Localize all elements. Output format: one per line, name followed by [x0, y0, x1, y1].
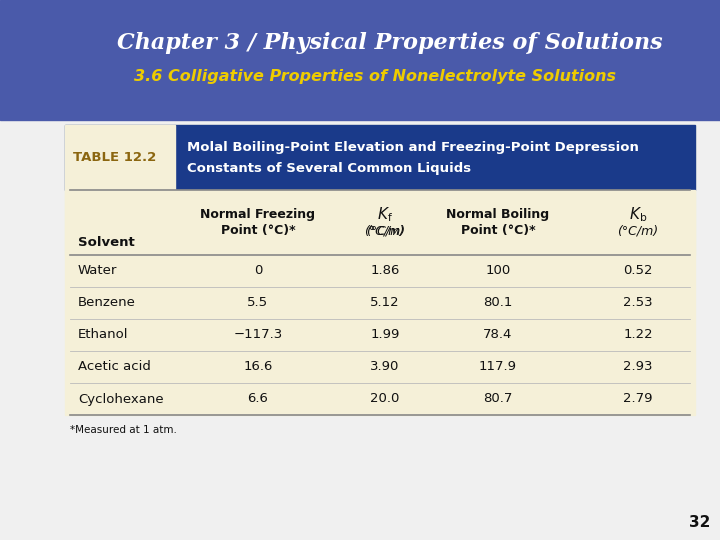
Text: 80.1: 80.1 [483, 296, 513, 309]
Text: $\mathit{K}_{\mathrm{b}}$: $\mathit{K}_{\mathrm{b}}$ [629, 205, 647, 224]
Text: 3.6 Colligative Properties of Nonelectrolyte Solutions: 3.6 Colligative Properties of Nonelectro… [134, 69, 616, 84]
Text: −117.3: −117.3 [233, 328, 283, 341]
Text: 2.53: 2.53 [624, 296, 653, 309]
Text: 5.5: 5.5 [248, 296, 269, 309]
Text: 6.6: 6.6 [248, 393, 269, 406]
Text: Solvent: Solvent [78, 237, 135, 249]
Text: Benzene: Benzene [78, 296, 136, 309]
Bar [65, 190, 695, 255]
Text: 0: 0 [254, 265, 262, 278]
Text: 117.9: 117.9 [479, 361, 517, 374]
Text: Molal Boiling-Point Elevation and Freezing-Point Depression: Molal Boiling-Point Elevation and Freezi… [187, 140, 639, 153]
Text: Chapter 3 / Physical Properties of Solutions: Chapter 3 / Physical Properties of Solut… [117, 32, 663, 54]
Text: (°C/m): (°C/m) [364, 224, 405, 237]
Text: Point (°C)*: Point (°C)* [461, 224, 535, 237]
Text: Normal Freezing: Normal Freezing [200, 208, 315, 221]
Text: 1.99: 1.99 [370, 328, 400, 341]
Text: Normal Boiling: Normal Boiling [446, 208, 549, 221]
Bar [65, 125, 175, 190]
Bar [65, 125, 695, 190]
Text: 1.86: 1.86 [370, 265, 400, 278]
Text: Acetic acid: Acetic acid [78, 361, 151, 374]
Text: 78.4: 78.4 [483, 328, 513, 341]
Text: Cyclohexane: Cyclohexane [78, 393, 163, 406]
Text: 2.93: 2.93 [624, 361, 653, 374]
Text: 5.12: 5.12 [370, 296, 400, 309]
Text: (°C/m): (°C/m) [618, 224, 659, 237]
Text: 20.0: 20.0 [370, 393, 400, 406]
Text: 100: 100 [485, 265, 510, 278]
Text: *Measured at 1 atm.: *Measured at 1 atm. [70, 425, 177, 435]
Text: Constants of Several Common Liquids: Constants of Several Common Liquids [187, 162, 471, 175]
Bar [0, 0, 720, 120]
Text: Ethanol: Ethanol [78, 328, 128, 341]
Text: (°C/ᴍ): (°C/ᴍ) [366, 224, 404, 237]
Text: 0.52: 0.52 [624, 265, 653, 278]
Text: Point (°C)*: Point (°C)* [221, 224, 295, 237]
Text: TABLE 12.2: TABLE 12.2 [73, 151, 156, 164]
Text: 2.79: 2.79 [624, 393, 653, 406]
Text: $\mathit{K}_{\mathrm{f}}$: $\mathit{K}_{\mathrm{f}}$ [377, 205, 393, 224]
Text: Water: Water [78, 265, 117, 278]
Text: 80.7: 80.7 [483, 393, 513, 406]
Text: 3.90: 3.90 [370, 361, 400, 374]
Text: 32: 32 [688, 515, 710, 530]
Text: 1.22: 1.22 [624, 328, 653, 341]
Text: 16.6: 16.6 [243, 361, 273, 374]
Bar [65, 125, 695, 415]
